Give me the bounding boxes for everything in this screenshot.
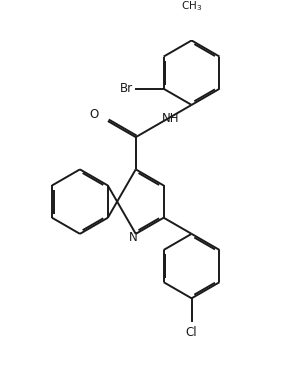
Text: NH: NH [162, 112, 180, 125]
Text: Br: Br [120, 82, 133, 95]
Text: N: N [129, 231, 138, 244]
Text: Cl: Cl [186, 326, 197, 339]
Text: O: O [89, 108, 99, 121]
Text: CH$_3$: CH$_3$ [181, 0, 202, 13]
